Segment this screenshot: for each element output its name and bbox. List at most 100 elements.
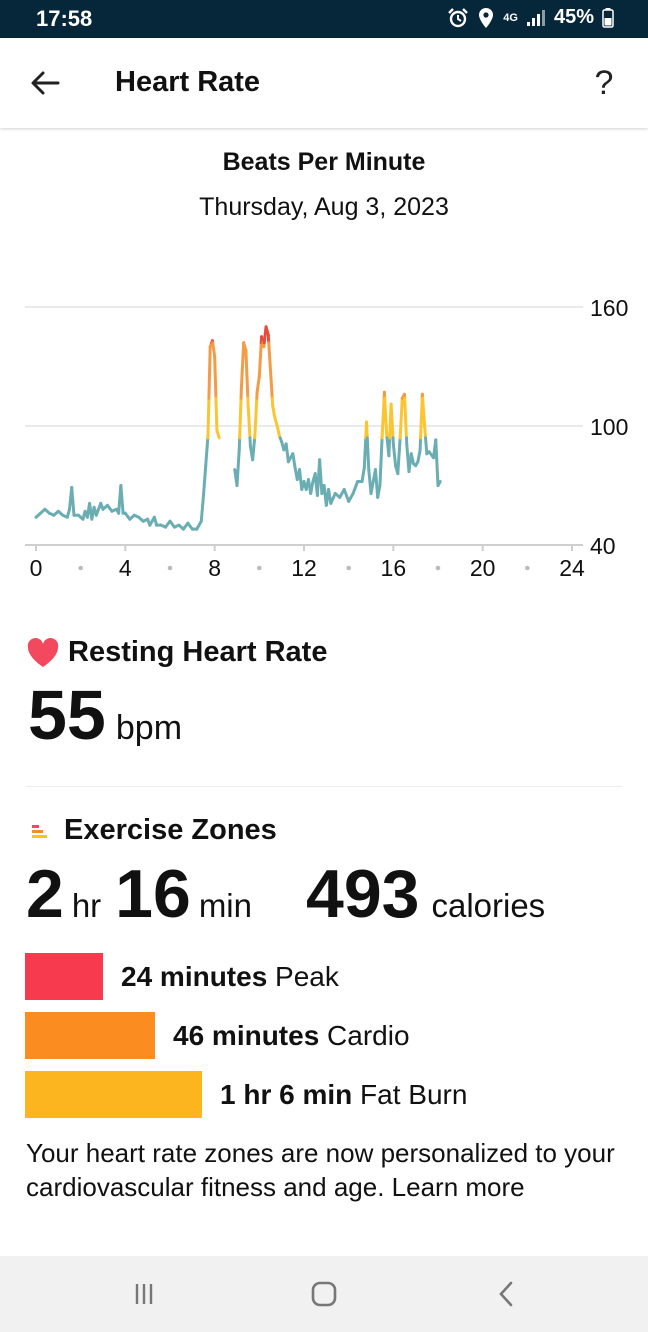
- y-tick-label: 160: [590, 295, 628, 321]
- zone-amount: 46 minutes: [173, 1019, 320, 1051]
- heart-rate-line-segment: [421, 396, 427, 428]
- heart-rate-line-segment: [267, 341, 272, 372]
- heart-rate-line-segment: [389, 402, 395, 440]
- heart-rate-line-segment: [211, 341, 217, 359]
- resting-heart-rate-header: Resting Heart Rate: [26, 636, 327, 669]
- x-tick-label: 20: [470, 555, 496, 581]
- help-button[interactable]: ?: [594, 64, 614, 102]
- x-minor-dot: [435, 565, 441, 571]
- heart-rate-line-segment: [383, 396, 389, 436]
- heart-rate-line-segment: [271, 404, 277, 420]
- x-tick-label: 12: [291, 555, 317, 581]
- heart-rate-line-segment: [291, 452, 297, 470]
- resting-heart-rate-value: 55 bpm: [28, 680, 182, 750]
- resting-heart-rate-title: Resting Heart Rate: [68, 636, 328, 668]
- home-icon: [311, 1281, 337, 1307]
- location-icon: [477, 7, 495, 29]
- battery-level: 45%: [553, 6, 594, 28]
- zones-icon: [32, 824, 47, 838]
- heart-rate-line-segment: [318, 458, 324, 495]
- heart-rate-line-segment: [284, 442, 290, 464]
- x-minor-dot: [346, 565, 351, 571]
- x-minor-dot: [78, 565, 83, 571]
- zone-row-fat-burn: 1 hr 6 min Fat Burn: [25, 1071, 467, 1118]
- zone-text-cardio: 46 minutes Cardio: [173, 1020, 410, 1052]
- zone-row-cardio: 46 minutes Cardio: [25, 1012, 410, 1059]
- resting-bpm-number: 55: [28, 676, 106, 754]
- x-minor-dot: [257, 565, 262, 571]
- heart-rate-line-segment: [275, 424, 281, 438]
- x-tick-label: 16: [381, 555, 407, 581]
- heart-rate-line-segment: [269, 368, 274, 400]
- duration-minutes: 16: [115, 856, 191, 932]
- heart-rate-line-segment: [257, 341, 263, 378]
- back-nav-button[interactable]: [486, 1278, 526, 1310]
- calories-unit: calories: [431, 887, 546, 924]
- heart-rate-chart[interactable]: 40 100 160 0 4 8 12 16 20 24: [0, 280, 648, 590]
- app-bar: Heart Rate ?: [0, 38, 648, 128]
- zone-bar-fat-burn: [25, 1071, 202, 1118]
- heart-rate-line-segment: [436, 480, 442, 487]
- heart-rate-line-segment: [434, 438, 440, 487]
- heart-rate-line-segment: [251, 436, 257, 462]
- heart-rate-line-segment: [398, 396, 404, 440]
- battery-icon: [602, 7, 614, 28]
- zones-personalized-note[interactable]: Your heart rate zones are now personaliz…: [26, 1138, 615, 1202]
- heart-rate-line-segment: [202, 464, 208, 497]
- heart-rate-line-segment: [199, 493, 205, 523]
- heart-rate-line-segment: [215, 428, 221, 440]
- x-minor-dot: [167, 565, 173, 571]
- recent-apps-icon: [135, 1284, 153, 1304]
- heart-rate-line-segment: [424, 436, 429, 456]
- heart-rate-line-segment: [253, 396, 259, 438]
- calories-number: 493: [306, 856, 420, 932]
- heart-rate-line-segment: [70, 485, 76, 517]
- alarm-icon: [447, 7, 469, 29]
- system-nav-bar: [0, 1256, 648, 1332]
- x-tick-label: 0: [30, 555, 43, 581]
- y-tick-label: 40: [590, 533, 616, 559]
- heart-rate-line-segment: [396, 438, 402, 476]
- zone-text-fat-burn: 1 hr 6 min Fat Burn: [220, 1079, 467, 1111]
- heart-rate-line-segment: [235, 448, 241, 487]
- zone-row-peak: 24 minutes Peak: [25, 953, 339, 1000]
- x-tick-label: 8: [208, 555, 221, 581]
- chart-date: Thursday, Aug 3, 2023: [199, 193, 449, 221]
- heart-rate-line-segment: [329, 491, 337, 505]
- heart-rate-line-segment: [309, 480, 315, 495]
- resting-bpm-unit: bpm: [115, 709, 183, 747]
- heart-rate-line-segment: [246, 404, 252, 440]
- heart-rate-line-segment: [360, 466, 366, 484]
- zone-label: Peak: [267, 960, 339, 992]
- heart-rate-line-segment: [416, 448, 422, 464]
- back-icon: [499, 1281, 513, 1307]
- home-button[interactable]: [304, 1278, 344, 1310]
- heart-rate-line-segment: [362, 436, 368, 470]
- heart-rate-line-segment: [387, 436, 392, 458]
- status-icons: 4G 45%: [447, 6, 614, 29]
- signal-icon: [526, 9, 546, 27]
- heart-rate-line-segment: [376, 484, 382, 499]
- section-divider: [26, 786, 622, 787]
- heart-rate-line-segment: [342, 487, 351, 503]
- page-title: Heart Rate: [115, 66, 261, 98]
- y-tick-label: 100: [590, 414, 628, 440]
- heart-rate-line-segment: [347, 491, 355, 503]
- heart-rate-line-segment: [351, 480, 360, 495]
- duration-hours: 2: [26, 856, 64, 932]
- heart-rate-line-segment: [409, 452, 415, 466]
- heart-rate-line-segment: [204, 436, 210, 468]
- recent-apps-button[interactable]: [124, 1278, 164, 1310]
- heart-rate-line-segment: [195, 519, 203, 531]
- heart-rate-line-segment: [391, 442, 398, 468]
- heart-rate-line-segment: [365, 436, 371, 472]
- exercise-zones-header: Exercise Zones: [30, 814, 277, 847]
- zone-label: Cardio: [319, 1019, 410, 1051]
- zone-label: Fat Burn: [352, 1078, 468, 1110]
- back-button[interactable]: [24, 62, 66, 104]
- heart-rate-line-segment: [378, 436, 384, 487]
- zone-text-peak: 24 minutes Peak: [121, 961, 339, 993]
- heart-rate-line-segment: [119, 484, 125, 515]
- heart-rate-line-segment: [365, 420, 369, 440]
- heart-rate-line-segment: [244, 349, 250, 400]
